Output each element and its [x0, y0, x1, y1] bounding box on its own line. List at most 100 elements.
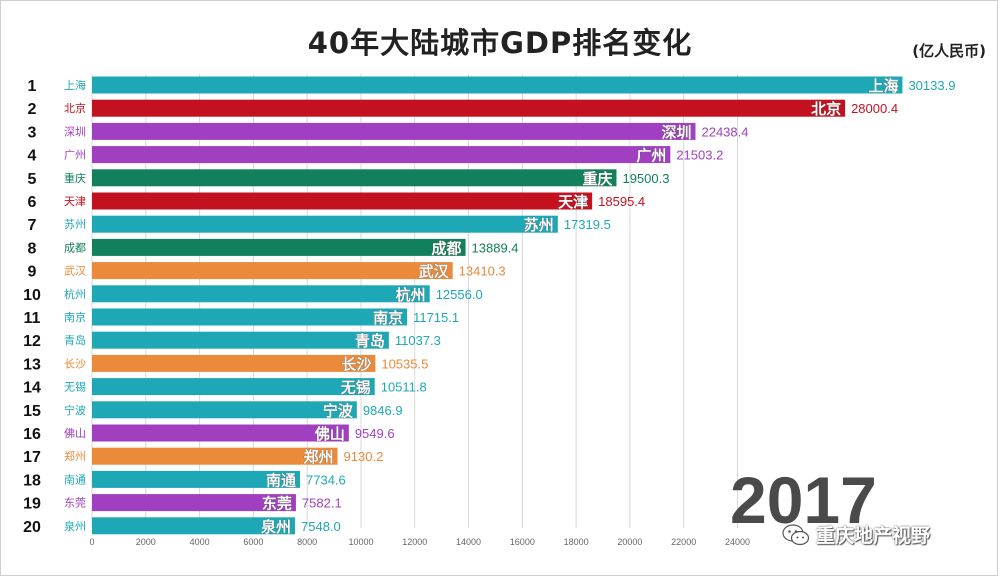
city-label: 南京: [64, 310, 86, 324]
rank-label: 20: [23, 519, 41, 536]
bar-city-label: 北京: [811, 100, 841, 118]
value-label: 11715.1: [413, 310, 459, 325]
city-label: 杭州: [64, 287, 86, 301]
rank-label: 7: [28, 217, 37, 234]
value-label: 13410.3: [459, 264, 506, 279]
city-label: 北京: [64, 101, 86, 115]
bar: [92, 215, 558, 233]
rank-label: 12: [23, 333, 41, 350]
city-label: 无锡: [64, 380, 86, 394]
rank-label: 13: [23, 356, 41, 373]
rank-label: 1: [28, 78, 37, 95]
x-tick-label: 18000: [564, 537, 589, 547]
rank-label: 10: [23, 287, 41, 304]
bar: [92, 401, 357, 419]
bar: [92, 169, 617, 187]
bar-city-label: 广州: [636, 147, 666, 165]
bar-city-label: 深圳: [661, 123, 691, 141]
x-tick-label: 16000: [510, 537, 535, 547]
city-label: 长沙: [64, 357, 86, 370]
value-label: 18595.4: [598, 194, 645, 209]
value-label: 10535.5: [381, 356, 428, 371]
x-tick-label: 2000: [136, 537, 156, 547]
city-label: 佛山: [64, 427, 86, 440]
value-label: 9130.2: [344, 449, 384, 464]
rank-label: 3: [28, 124, 37, 141]
value-label: 10511.8: [381, 380, 427, 395]
watermark: 重庆地产视野: [782, 521, 930, 548]
city-label: 南通: [64, 473, 86, 486]
bar: [92, 99, 846, 117]
city-label: 深圳: [64, 125, 86, 138]
city-label: 天津: [64, 195, 86, 208]
x-tick-label: 22000: [671, 537, 696, 547]
bar-city-label: 苏州: [524, 216, 554, 234]
bar: [92, 354, 376, 372]
rank-label: 14: [23, 380, 41, 397]
value-label: 9846.9: [363, 403, 403, 418]
bar-city-label: 成都: [432, 239, 462, 257]
bar-city-label: 南京: [373, 309, 403, 327]
bar: [92, 378, 375, 396]
rank-label: 15: [23, 403, 41, 420]
city-label: 上海: [64, 78, 86, 92]
bar-city-label: 天津: [558, 193, 588, 211]
city-label: 青岛: [64, 333, 86, 347]
bar: [92, 470, 301, 488]
rank-label: 8: [28, 240, 37, 257]
city-label: 成都: [64, 241, 86, 254]
bar-city-label: 重庆: [582, 170, 612, 188]
value-label: 13889.4: [472, 240, 519, 255]
value-label: 7582.1: [302, 496, 342, 511]
bar-city-label: 佛山: [314, 425, 345, 443]
city-label: 重庆: [64, 171, 86, 185]
rank-label: 2: [28, 101, 37, 118]
rank-label: 11: [24, 310, 41, 327]
bar: [92, 424, 349, 442]
rank-label: 5: [28, 171, 37, 188]
rank-label: 9: [28, 264, 37, 281]
x-tick-label: 8000: [297, 537, 317, 547]
city-label: 郑州: [64, 449, 86, 463]
x-tick-label: 10000: [348, 537, 373, 547]
value-label: 11037.3: [395, 333, 441, 348]
bar-city-label: 上海: [868, 77, 898, 95]
bar: [92, 238, 466, 256]
bar: [92, 122, 696, 140]
city-label: 宁波: [64, 403, 86, 417]
value-label: 12556.0: [436, 287, 483, 302]
x-tick-label: 0: [89, 537, 94, 547]
bar-city-label: 东莞: [262, 495, 292, 513]
bar-city-label: 宁波: [323, 402, 354, 420]
value-label: 22438.4: [701, 124, 748, 139]
value-label: 19500.3: [622, 171, 669, 186]
value-label: 28000.4: [851, 101, 898, 116]
watermark-text: 重庆地产视野: [816, 525, 931, 547]
bar: [92, 285, 430, 303]
value-label: 7548.0: [301, 519, 341, 534]
x-tick-label: 20000: [617, 537, 642, 547]
rank-label: 16: [23, 426, 41, 443]
city-label: 泉州: [64, 519, 86, 533]
bar: [92, 447, 338, 465]
year-label: 2017: [730, 463, 877, 537]
bar-city-label: 武汉: [419, 263, 450, 281]
wechat-icon: [782, 523, 810, 546]
x-tick-label: 6000: [243, 537, 263, 547]
city-label: 苏州: [64, 218, 86, 231]
bar-city-label: 南通: [266, 471, 296, 489]
bar: [92, 331, 389, 349]
bar: [92, 494, 296, 512]
city-label: 广州: [64, 149, 86, 162]
x-tick-label: 12000: [402, 537, 427, 547]
bar-city-label: 青岛: [355, 332, 385, 350]
rank-label: 4: [28, 148, 37, 165]
bar-city-label: 郑州: [304, 448, 334, 466]
bar: [92, 308, 408, 326]
value-label: 21503.2: [676, 148, 723, 163]
bar: [92, 192, 593, 210]
city-label: 东莞: [64, 497, 86, 510]
city-label: 武汉: [64, 265, 86, 278]
